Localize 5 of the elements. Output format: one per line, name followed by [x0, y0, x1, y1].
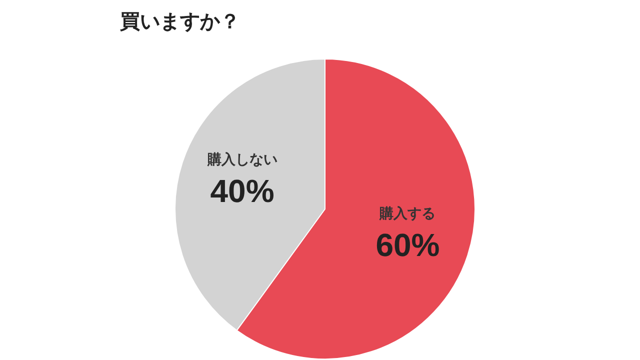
data-label: 60% [376, 226, 440, 263]
slice-label: 購入する [378, 206, 436, 222]
data-label: 40% [210, 173, 274, 210]
slice-label: 購入しない [206, 152, 278, 168]
chart-title: 買いますか？ [120, 8, 240, 35]
